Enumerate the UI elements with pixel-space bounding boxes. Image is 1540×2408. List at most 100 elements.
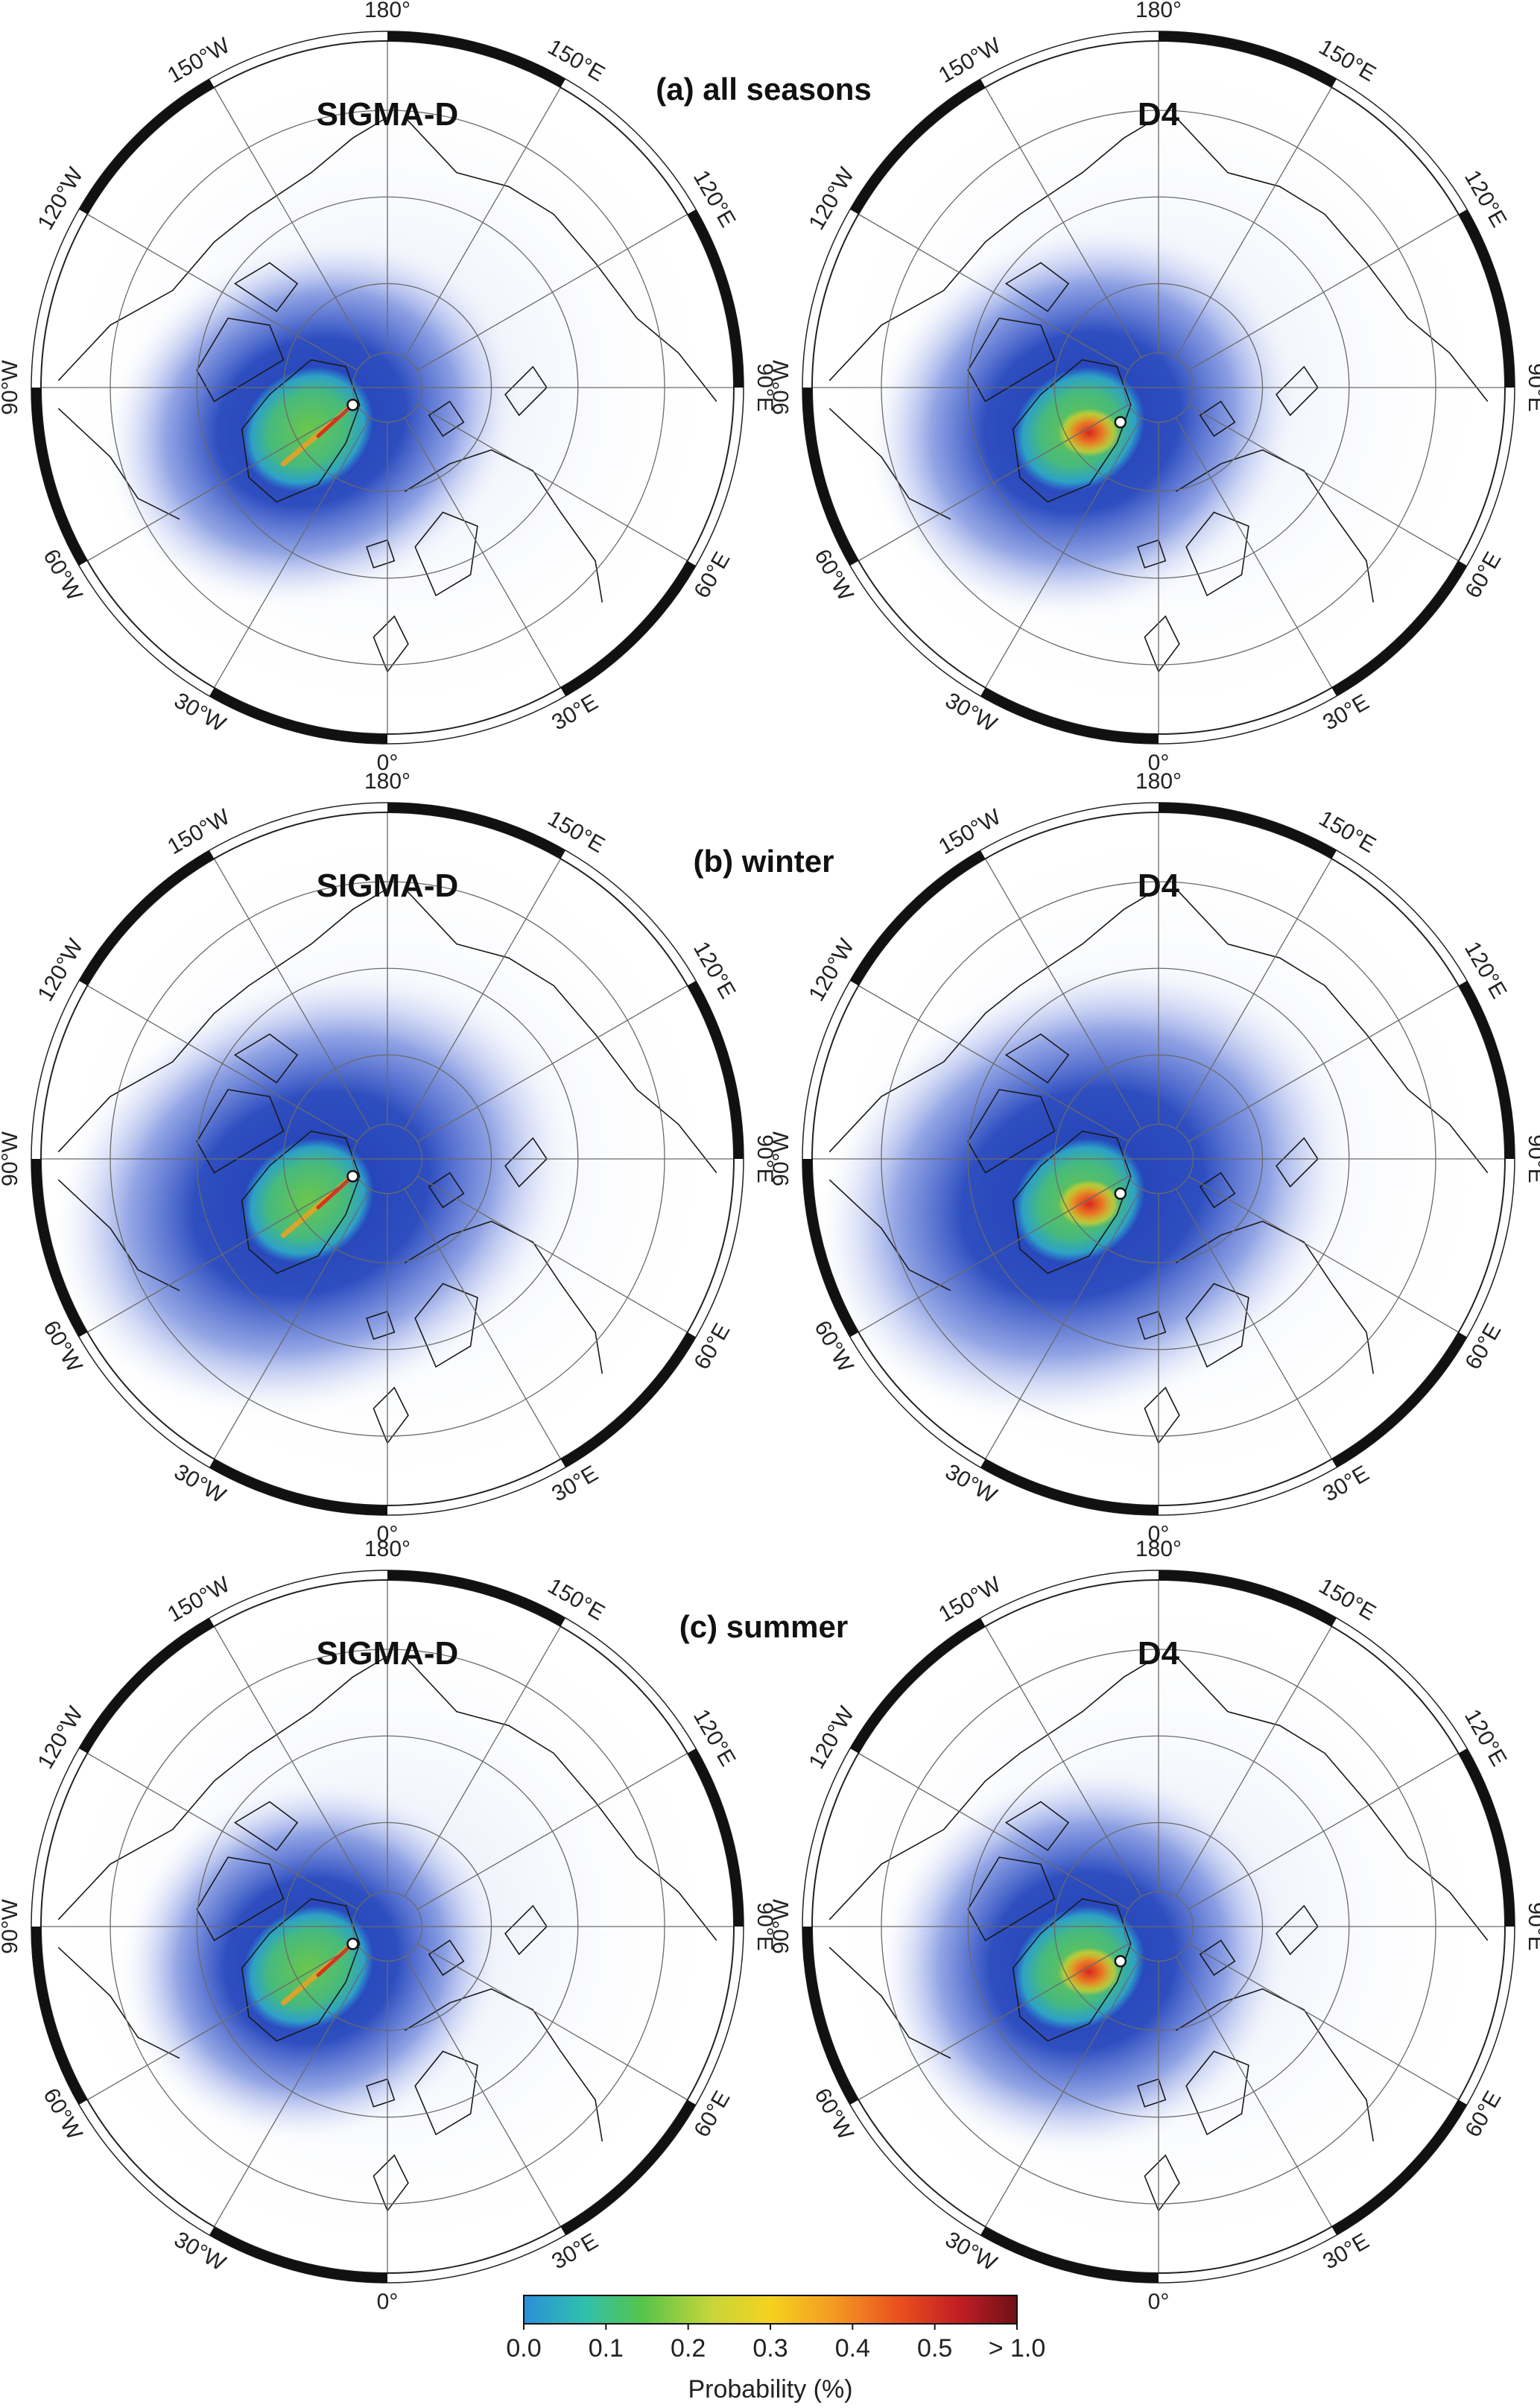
- longitude-label: 90°W: [0, 1898, 22, 1953]
- colorbar-tick-label: 0.5: [917, 2334, 952, 2363]
- longitude-label: 60°E: [1460, 2087, 1506, 2141]
- longitude-label: 90°E: [1524, 1134, 1540, 1183]
- panel-title-b-sigmad: SIGMA-D: [317, 868, 459, 904]
- map-panels: 180°150°E120°E90°E60°E30°E0°30°W60°W90°W…: [0, 0, 1540, 2314]
- longitude-label: 120°W: [33, 1702, 88, 1773]
- colorbar-tick-label: 0.3: [752, 2334, 788, 2363]
- frame-segment: [31, 1926, 88, 2105]
- frame-segment: [980, 1459, 1159, 1515]
- longitude-label: 120°W: [33, 163, 88, 234]
- longitude-label: 180°: [364, 1537, 411, 1561]
- longitude-label: 120°W: [804, 935, 859, 1005]
- frame-segment: [850, 79, 986, 215]
- longitude-label: 90°E: [752, 1902, 777, 1950]
- frame-segment: [79, 1618, 215, 1754]
- graticule: [812, 812, 1505, 1505]
- frame-segment: [31, 1158, 88, 1337]
- frame-segment: [850, 1618, 986, 1754]
- longitude-label: 30°E: [548, 1461, 602, 1506]
- frame-segment: [1458, 209, 1515, 388]
- graticule: [41, 1580, 734, 2273]
- longitude-label: 120°W: [33, 935, 88, 1005]
- station-marker: [1114, 1187, 1127, 1200]
- colorbar-tick-label: 0.0: [506, 2334, 541, 2363]
- frame-segment: [1331, 1332, 1467, 1467]
- longitude-label: 90°E: [752, 1134, 777, 1183]
- station-marker: [1114, 416, 1127, 429]
- frame-segment: [1331, 560, 1467, 696]
- longitude-label: 30°E: [1319, 1461, 1373, 1506]
- longitude-label: 90°W: [769, 1131, 793, 1186]
- probability-peak: [1058, 1179, 1121, 1228]
- longitude-label: 90°E: [1524, 1902, 1540, 1950]
- frame-segment: [209, 2226, 388, 2283]
- graticule: [41, 41, 734, 734]
- station-marker: [1114, 1955, 1127, 1968]
- coastlines: [828, 1655, 1489, 2212]
- station-marker: [346, 1938, 359, 1950]
- station-marker: [346, 399, 359, 411]
- longitude-label: 90°W: [769, 359, 793, 414]
- frame-segment: [387, 1570, 565, 1627]
- frame-segment: [79, 850, 215, 986]
- frame-segment: [980, 687, 1159, 744]
- probability-peak: [1058, 408, 1121, 457]
- frame-segment: [802, 1926, 859, 2105]
- frame-segment: [687, 209, 744, 388]
- longitude-label: 120°W: [804, 163, 859, 234]
- graticule: [812, 1580, 1505, 2273]
- map-panel: 180°150°E120°E90°E60°E30°E0°30°W60°W90°W…: [0, 1537, 777, 2314]
- frame-segment: [209, 687, 388, 744]
- longitude-label: 150°W: [934, 33, 1005, 88]
- panel-title-a-sigmad: SIGMA-D: [317, 96, 459, 133]
- longitude-label: 0°: [377, 750, 399, 775]
- longitude-label: 90°W: [0, 359, 22, 414]
- longitude-label: 150°W: [163, 804, 234, 859]
- frame-segment: [1158, 1570, 1337, 1627]
- longitude-label: 180°: [364, 0, 411, 22]
- colorbar-tick-label: 0.2: [671, 2334, 706, 2363]
- colorbar-tick-label: 0.1: [589, 2334, 624, 2363]
- panel-title-a-d4: D4: [1138, 96, 1180, 133]
- probability-core: [241, 366, 374, 492]
- row-title-c: (c) summer: [679, 1609, 848, 1644]
- colorbar: 0.0 0.1 0.2 0.3 0.4 0.5 > 1.0 Probability (%): [506, 2295, 1045, 2404]
- frame-segment: [1458, 1748, 1515, 1927]
- longitude-label: 150°W: [163, 1572, 234, 1627]
- longitude-label: 90°W: [0, 1131, 22, 1186]
- frame-segment: [387, 31, 565, 88]
- longitude-label: 30°E: [1319, 689, 1373, 735]
- colorbar-ramp: [523, 2295, 1018, 2325]
- probability-core: [241, 1905, 374, 2031]
- longitude-label: 0°: [1148, 750, 1170, 775]
- coastlines: [57, 888, 717, 1444]
- longitude-label: 0°: [1148, 2290, 1170, 2314]
- longitude-label: 180°: [1135, 0, 1182, 22]
- longitude-label: 0°: [377, 1522, 399, 1546]
- longitude-label: 0°: [1148, 1522, 1170, 1546]
- map-panel: 180°150°E120°E90°E60°E30°E0°30°W60°W90°W…: [769, 1537, 1540, 2314]
- coastlines: [828, 888, 1489, 1444]
- longitude-label: 60°E: [689, 2087, 735, 2141]
- colorbar-tick-label: > 1.0: [989, 2334, 1046, 2363]
- colorbar-ticks: 0.0 0.1 0.2 0.3 0.4 0.5 > 1.0: [506, 2324, 1045, 2363]
- frame-segment: [31, 387, 88, 566]
- frame-segment: [209, 1459, 388, 1515]
- longitude-label: 180°: [1135, 1537, 1182, 1561]
- longitude-label: 90°E: [752, 363, 777, 411]
- longitude-label: 60°E: [689, 1319, 735, 1374]
- frame-segment: [687, 981, 744, 1160]
- station-marker: [346, 1170, 359, 1183]
- coastlines: [57, 116, 717, 673]
- frame-segment: [802, 1158, 859, 1337]
- longitude-label: 60°E: [1460, 1319, 1506, 1374]
- row-title-a: (a) all seasons: [656, 72, 871, 107]
- panel-title-b-d4: D4: [1138, 868, 1180, 904]
- longitude-label: 30°E: [1319, 2228, 1373, 2274]
- longitude-label: 30°E: [548, 2228, 602, 2274]
- frame-segment: [802, 387, 859, 566]
- frame-segment: [980, 2226, 1159, 2283]
- longitude-label: 180°: [1135, 769, 1182, 794]
- frame-segment: [1458, 981, 1515, 1160]
